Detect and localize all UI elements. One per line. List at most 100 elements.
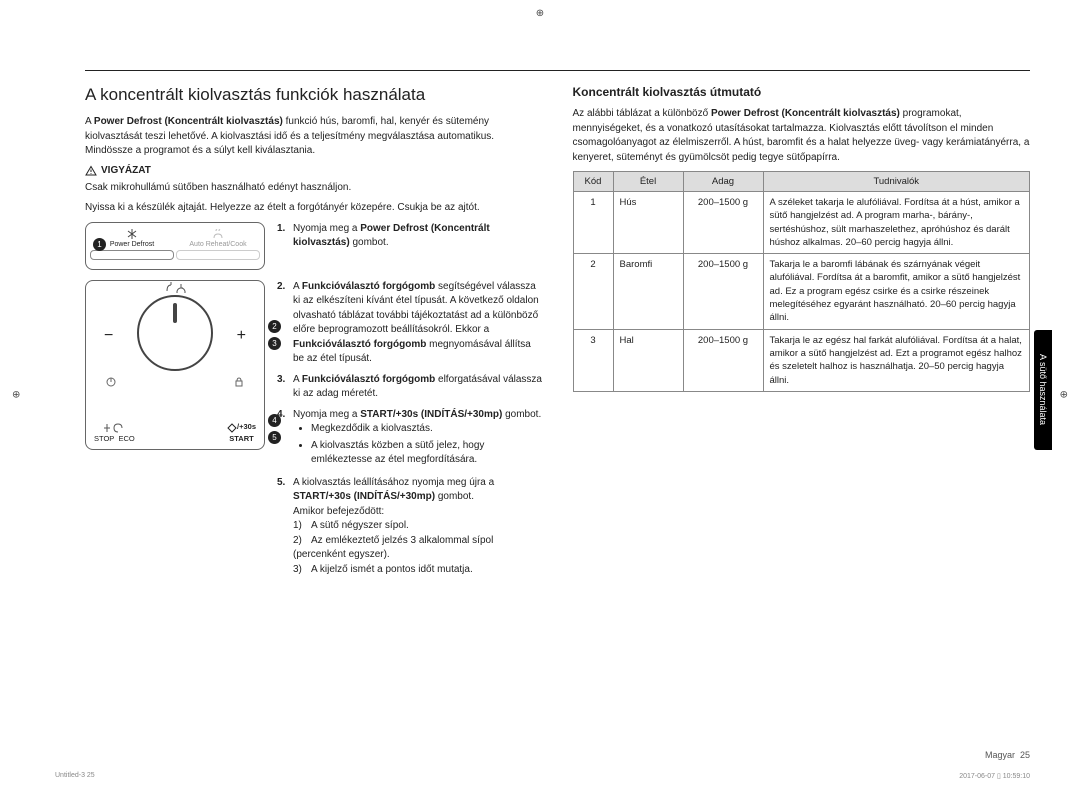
th-code: Kód [573, 172, 613, 192]
callout-4: 4 [268, 414, 281, 427]
tail: Amikor befejeződött: [293, 506, 384, 517]
t: Power Defrost (Koncentrált kiolvasztás) [711, 108, 900, 119]
left-column: A koncentrált kiolvasztás funkciók haszn… [85, 85, 543, 593]
t: A [293, 374, 302, 385]
step-1-text: Nyomja meg a Power Defrost (Koncentrált … [293, 222, 543, 251]
left-title: A koncentrált kiolvasztás funkciók haszn… [85, 85, 543, 105]
step-num: 1. [277, 222, 293, 251]
t: gombot. [502, 409, 541, 420]
stop-eco-icon [103, 423, 125, 433]
bullet: Megkezdődik a kiolvasztás. [311, 422, 543, 437]
start-diamond-icon [227, 423, 237, 433]
t: Nyomja meg a [293, 409, 360, 420]
reheat-icon [176, 227, 260, 241]
footer-lang: Magyar [985, 750, 1015, 760]
two-column-layout: A koncentrált kiolvasztás funkciók haszn… [85, 85, 1030, 593]
stop-label: STOP [94, 434, 114, 443]
right-intro: Az alábbi táblázat a különböző Power Def… [573, 107, 1031, 165]
step-num: 5. [277, 476, 293, 578]
bullet: A kiolvasztás közben a sütő jelez, hogy … [311, 439, 543, 468]
cell: Takarja le az egész hal farkát alufóliáv… [763, 329, 1030, 391]
t: gombot. [435, 491, 474, 502]
caution-heading: VIGYÁZAT [85, 165, 543, 177]
step-num: 3. [277, 373, 293, 402]
cell: 3 [573, 329, 613, 391]
t: A kiolvasztás leállításához nyomja meg ú… [293, 477, 494, 488]
footer-meta: Untitled-3 25 2017-06-07 ▯ 10:59:10 [55, 772, 1030, 780]
step-3-text: A Funkcióválasztó forgógomb elforgatásáv… [293, 373, 543, 402]
dial-icon [137, 295, 213, 371]
plus30-label: /+30s [237, 422, 256, 431]
open-door-text: Nyissa ki a készülék ajtaját. Helyezze a… [85, 201, 543, 216]
right-title: Koncentrált kiolvasztás útmutató [573, 85, 1031, 99]
steps-1: 1. Nyomja meg a Power Defrost (Koncentrá… [277, 222, 543, 257]
t: Funkcióválasztó forgógomb [302, 281, 435, 292]
th-food: Étel [613, 172, 683, 192]
crop-mark-left: ⊕ [12, 390, 20, 401]
step-4-text: Nyomja meg a START/+30s (INDÍTÁS/+30mp) … [293, 408, 543, 470]
callout-3: 3 [268, 337, 281, 350]
table-row: 3 Hal 200–1500 g Takarja le az egész hal… [573, 329, 1030, 391]
eco-label: ECO [118, 434, 134, 443]
intro-bold: Power Defrost (Koncentrált kiolvasztás) [94, 116, 283, 127]
lock-icon [234, 377, 244, 389]
callout-5: 5 [268, 431, 281, 444]
sub: Az emlékeztető jelzés 3 alkalommal sípol… [293, 535, 493, 561]
cell: Takarja le a baromfi lábának és szárnyán… [763, 254, 1030, 329]
guide-table: Kód Étel Adag Tudnivalók 1 Hús 200–1500 … [573, 171, 1031, 392]
sub: A kijelző ismét a pontos időt mutatja. [311, 564, 473, 575]
minus-icon: − [104, 327, 113, 345]
t: Funkcióválasztó forgógomb [293, 339, 426, 350]
cell: 200–1500 g [683, 192, 763, 254]
callouts-bot: 4 5 [268, 414, 281, 444]
right-column: Koncentrált kiolvasztás útmutató Az aláb… [573, 85, 1031, 593]
cell: 200–1500 g [683, 254, 763, 329]
t: START/+30s (INDÍTÁS/+30mp) [360, 409, 502, 420]
caution-text: Csak mikrohullámú sütőben használható ed… [85, 181, 543, 196]
t: Nyomja meg a [293, 223, 360, 234]
step-5-text: A kiolvasztás leállításához nyomja meg ú… [293, 476, 543, 578]
crop-mark-top: ⊕ [536, 8, 544, 19]
cell: Baromfi [613, 254, 683, 329]
illus-row-1: Power Defrost Auto Reheat/Cook 1 1. [85, 222, 543, 270]
footer-page: 25 [1020, 750, 1030, 760]
illus-row-2: − + STOP ECO [85, 280, 543, 584]
stop-eco-group: STOP ECO [94, 423, 135, 443]
plus-icon: + [237, 327, 246, 345]
t: Funkcióválasztó forgógomb [302, 374, 435, 385]
left-intro: A Power Defrost (Koncentrált kiolvasztás… [85, 115, 543, 159]
page-footer: Magyar 25 [85, 750, 1030, 760]
callout-2: 2 [268, 320, 281, 333]
table-row: 2 Baromfi 200–1500 g Takarja le a baromf… [573, 254, 1030, 329]
t: START/+30s (INDÍTÁS/+30mp) [293, 491, 435, 502]
panel1-right-label: Auto Reheat/Cook [176, 241, 260, 248]
cell: Hal [613, 329, 683, 391]
th-portion: Adag [683, 172, 763, 192]
t: Az alábbi táblázat a különböző [573, 108, 711, 119]
cell: 200–1500 g [683, 329, 763, 391]
steps-2-5: 2. A Funkcióválasztó forgógomb segítségé… [277, 280, 543, 584]
side-tab: A sütő használata [1034, 330, 1052, 450]
sub: A sütő négyszer sípol. [311, 520, 409, 531]
th-info: Tudnivalók [763, 172, 1030, 192]
warning-icon [85, 165, 97, 177]
caution-label: VIGYÁZAT [101, 165, 151, 176]
cell: A széleket takarja le alufóliával. Fordí… [763, 192, 1030, 254]
step-2-text: A Funkcióválasztó forgógomb segítségével… [293, 280, 543, 367]
start-label: START [229, 434, 253, 443]
cell: 2 [573, 254, 613, 329]
meta-left: Untitled-3 25 [55, 772, 95, 780]
cell: 1 [573, 192, 613, 254]
panel-2: − + STOP ECO [85, 280, 265, 450]
panel-1: Power Defrost Auto Reheat/Cook 1 [85, 222, 265, 270]
cell: Hús [613, 192, 683, 254]
callout-1: 1 [93, 238, 106, 251]
table-row: 1 Hús 200–1500 g A széleket takarja le a… [573, 192, 1030, 254]
meta-right: 2017-06-07 ▯ 10:59:10 [959, 772, 1030, 780]
callouts-mid: 2 3 [268, 320, 281, 350]
off-icon [106, 377, 116, 389]
crop-mark-right: ⊕ [1060, 390, 1068, 401]
intro-pre: A [85, 116, 94, 127]
top-divider [85, 70, 1030, 71]
t: gombot. [350, 237, 389, 248]
